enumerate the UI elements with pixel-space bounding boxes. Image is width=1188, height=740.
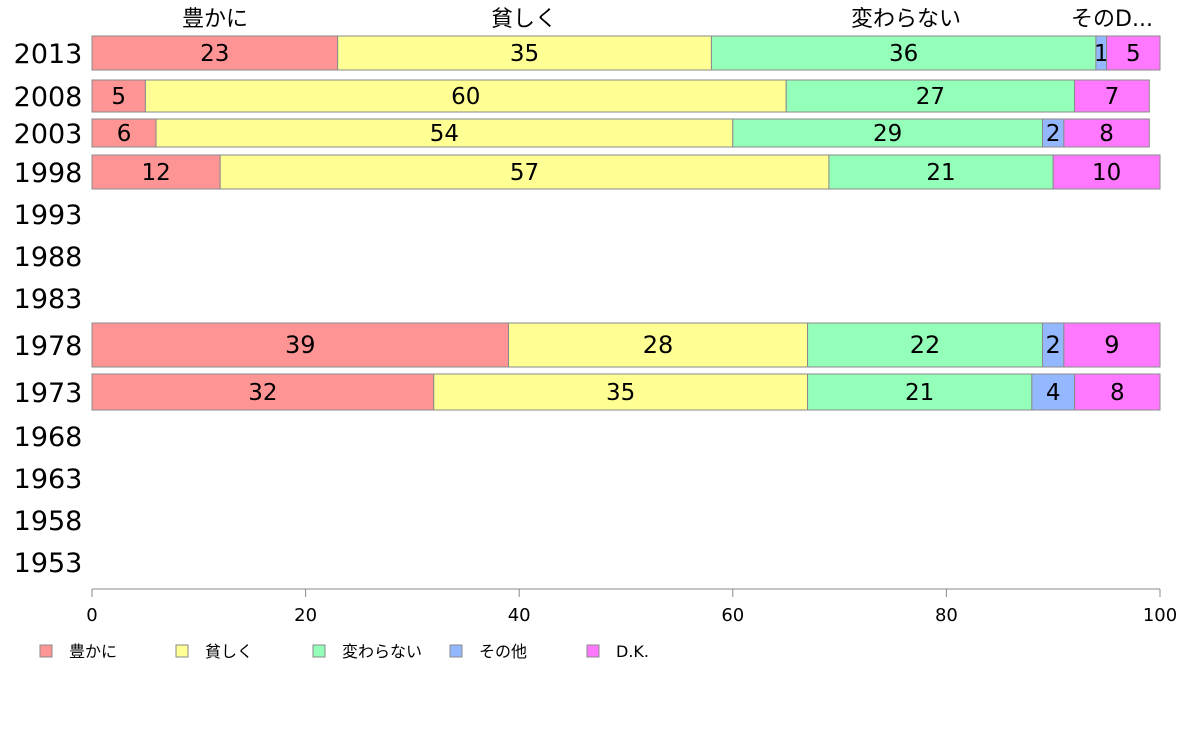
legend-swatch — [175, 644, 189, 658]
data-label: 9 — [1104, 331, 1119, 359]
legend-swatch — [312, 644, 326, 658]
data-label: 7 — [1105, 84, 1120, 110]
bar-segment — [219, 154, 830, 190]
legend-swatch — [586, 644, 600, 658]
bar-segment — [91, 79, 146, 113]
x-tick-label: 80 — [935, 605, 958, 626]
bar-segment — [807, 373, 1033, 411]
x-axis: 0 20 40 60 80 100 — [86, 588, 1177, 626]
bar-segment — [91, 373, 435, 411]
bar-segment — [1063, 118, 1150, 148]
category-label: 1953 — [14, 548, 83, 579]
bar-segment — [144, 79, 787, 113]
legend-label: D.K. — [616, 642, 649, 661]
category-label: 1968 — [14, 422, 83, 453]
bar-segment — [91, 118, 157, 148]
bar-segment — [1106, 35, 1161, 71]
legend-label: 豊かに — [69, 642, 117, 661]
data-label: 29 — [873, 121, 902, 147]
data-label: 2 — [1046, 331, 1061, 359]
data-label: 27 — [916, 84, 945, 110]
data-label: 60 — [451, 84, 480, 110]
category-label: 1983 — [14, 284, 83, 315]
data-label: 39 — [285, 331, 316, 359]
data-label: 23 — [200, 41, 229, 67]
bar-segment — [828, 154, 1054, 190]
bar-segment — [1052, 154, 1161, 190]
category-label: 1978 — [14, 331, 83, 362]
data-label: 57 — [510, 160, 539, 186]
bar-segment — [1063, 322, 1161, 368]
data-label: 1 — [1094, 41, 1109, 67]
top-labels: 豊かに 貧しく 変わらない そのD... — [182, 7, 1153, 32]
legend-label: 変わらない — [342, 642, 422, 661]
bar-segment — [91, 322, 510, 368]
top-label: 変わらない — [851, 7, 961, 32]
legend-label: その他 — [479, 642, 527, 661]
data-label: 4 — [1046, 380, 1061, 406]
legend-swatch — [449, 644, 463, 658]
bar-segment — [732, 118, 1044, 148]
bar-segment — [91, 35, 339, 71]
data-label: 35 — [510, 41, 539, 67]
legend: 豊かに 貧しく 変わらない その他 D.K. — [39, 642, 649, 661]
data-label: 2 — [1046, 121, 1061, 147]
category-label: 2013 — [14, 39, 83, 70]
legend-swatch — [39, 644, 53, 658]
x-tick-label: 0 — [86, 605, 97, 626]
data-label: 36 — [889, 41, 918, 67]
category-labels: 2013 2008 2003 1998 1993 1988 1983 1978 1973 1968… — [14, 39, 83, 579]
bar-segment — [91, 154, 221, 190]
data-label: 35 — [606, 380, 635, 406]
category-label: 1998 — [14, 158, 83, 189]
data-label: 5 — [1126, 41, 1141, 67]
x-tick-label: 60 — [721, 605, 744, 626]
data-label: 21 — [905, 380, 934, 406]
bar-segment — [710, 35, 1097, 71]
bar-segment — [1031, 373, 1076, 411]
x-tick-label: 100 — [1143, 605, 1177, 626]
data-label: 21 — [926, 160, 955, 186]
category-label: 1958 — [14, 506, 83, 537]
category-label: 1963 — [14, 464, 83, 495]
top-label: 豊かに — [182, 7, 248, 32]
bar-segment — [785, 79, 1076, 113]
bar-segment — [1074, 373, 1161, 411]
bar-segment — [433, 373, 809, 411]
data-label: 8 — [1110, 380, 1125, 406]
category-label: 1973 — [14, 378, 83, 409]
data-label: 5 — [111, 84, 126, 110]
legend-label: 貧しく — [205, 642, 253, 661]
data-label: 10 — [1092, 160, 1121, 186]
data-label: 54 — [430, 121, 459, 147]
data-label: 12 — [141, 160, 170, 186]
top-label: そのD... — [1071, 7, 1153, 32]
data-label: 22 — [910, 331, 941, 359]
x-tick-label: 40 — [508, 605, 531, 626]
category-label: 2008 — [14, 82, 83, 113]
data-label: 32 — [248, 380, 277, 406]
bar-segment — [1074, 79, 1150, 113]
bar-segment — [807, 322, 1044, 368]
data-label: 28 — [643, 331, 674, 359]
top-label: 貧しく — [491, 7, 557, 32]
category-label: 2003 — [14, 119, 83, 150]
category-label: 1988 — [14, 242, 83, 273]
data-label: 8 — [1099, 121, 1114, 147]
bar-segment — [337, 35, 712, 71]
category-label: 1993 — [14, 200, 83, 231]
x-tick-label: 20 — [294, 605, 317, 626]
data-label: 6 — [117, 121, 132, 147]
